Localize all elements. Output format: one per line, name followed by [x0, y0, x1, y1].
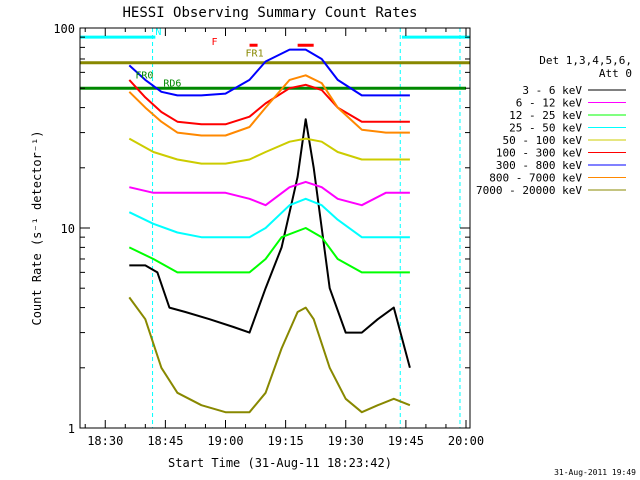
annotation-3: FR0	[135, 70, 153, 81]
legend-label-8: 7000 - 20000 keV	[476, 184, 582, 197]
legend-label-0: 3 - 6 keV	[522, 84, 582, 97]
x-tick-label-5: 19:45	[388, 434, 424, 448]
legend-label-7: 800 - 7000 keV	[489, 172, 582, 185]
legend-label-4: 50 - 100 keV	[503, 134, 583, 147]
series-line-5	[128, 79, 410, 126]
series-line-7	[128, 74, 410, 137]
series-line-3	[128, 197, 410, 239]
x-axis: 18:30 18:45 19:00 19:15 19:30 19:45 20:00	[84, 28, 484, 448]
legend-label-6: 300 - 800 keV	[496, 159, 582, 172]
x-tick-label-4: 19:30	[328, 434, 364, 448]
annotation-1: F	[211, 37, 217, 48]
legend-label-5: 100 - 300 keV	[496, 147, 582, 160]
y-tick-label-1: 10	[61, 222, 75, 236]
legend-label-2: 12 - 25 keV	[509, 109, 582, 122]
footer-timestamp: 31-Aug-2011 19:49	[554, 468, 636, 477]
x-tick-label-1: 18:45	[147, 434, 183, 448]
y-axis-label: Count Rate (s⁻¹ detector⁻¹)	[30, 130, 44, 325]
plot-area: N F FR1 FR0 RD6	[80, 27, 470, 428]
x-axis-label: Start Time (31-Aug-11 18:23:42)	[168, 456, 392, 470]
series-line-6	[128, 48, 410, 97]
x-tick-label-6: 20:00	[448, 434, 484, 448]
annotation-2: FR1	[246, 49, 264, 60]
series-line-8	[128, 296, 411, 414]
annotation-0: N	[155, 27, 161, 38]
x-tick-label-3: 19:15	[268, 434, 304, 448]
series-line-4	[128, 137, 410, 165]
legend-title-line-2: Att 0	[599, 67, 632, 80]
chart-title: HESSI Observing Summary Count Rates	[122, 5, 417, 21]
y-axis: 1 10 100	[53, 22, 470, 436]
legend-label-3: 25 - 50 keV	[509, 122, 582, 135]
series-line-1	[129, 180, 410, 207]
legend-title-line-1: Det 1,3,4,5,6,	[539, 54, 632, 67]
y-tick-label-0: 1	[68, 422, 75, 436]
annotation-4: RD6	[163, 78, 181, 89]
legend-label-1: 6 - 12 keV	[516, 97, 583, 110]
x-tick-label-0: 18:30	[87, 434, 123, 448]
series-line-2	[128, 227, 410, 274]
series-line-0	[129, 118, 411, 369]
x-tick-label-2: 19:00	[207, 434, 243, 448]
y-tick-label-2: 100	[53, 22, 75, 36]
